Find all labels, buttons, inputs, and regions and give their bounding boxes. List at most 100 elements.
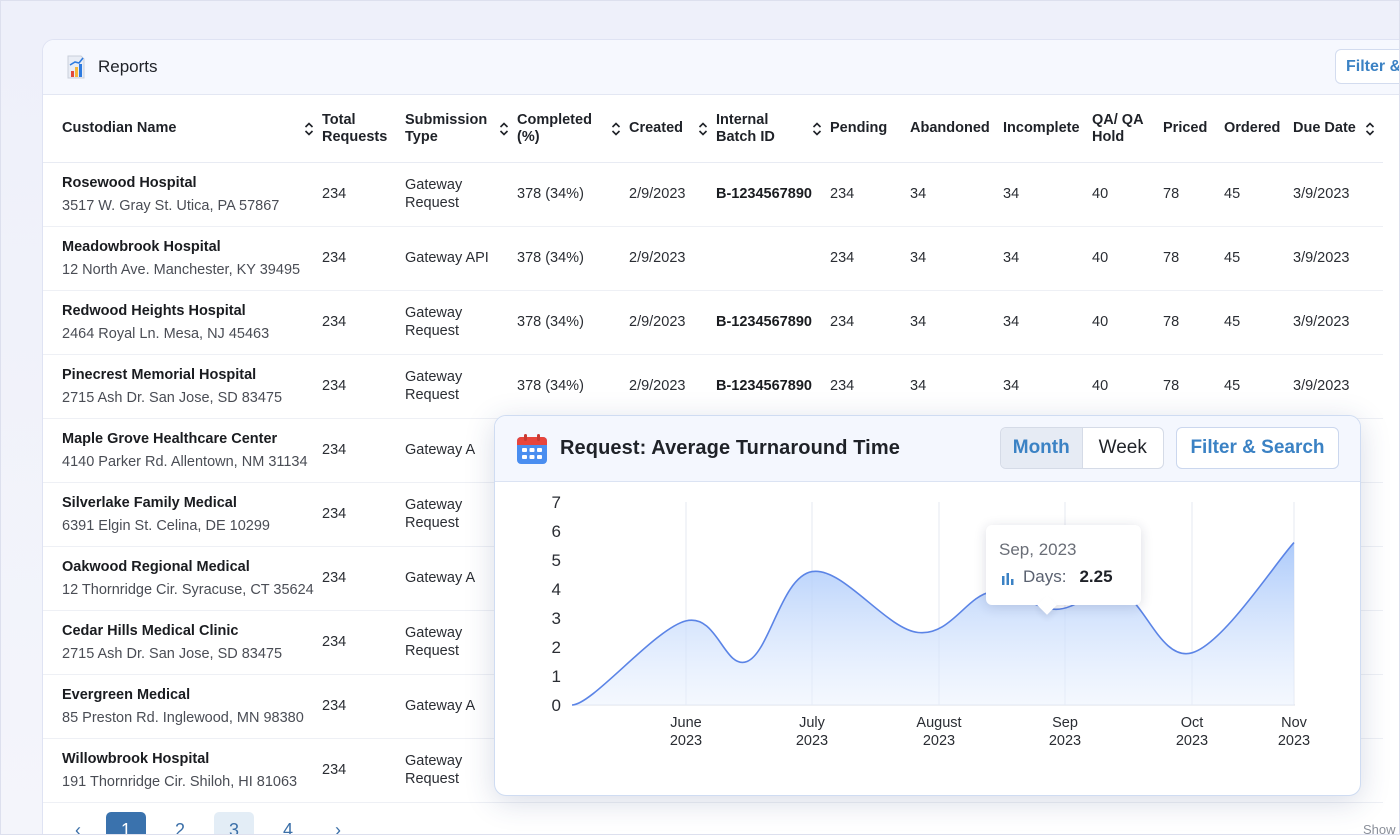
column-header-submission-type[interactable]: Submission Type (405, 96, 517, 163)
cell-created: 2/9/2023 (629, 226, 716, 291)
column-header-abandoned: Abandoned (910, 96, 1003, 163)
cell-ordered: 45 (1224, 162, 1293, 227)
y-tick-label: 6 (552, 522, 561, 541)
custodian-name: Silverlake Family Medical (62, 494, 237, 511)
page-1-button[interactable]: 1 (106, 812, 146, 835)
sort-icon[interactable] (304, 120, 314, 138)
column-header-label: QA/ QA Hold (1092, 111, 1144, 145)
cell-incomplete: 34 (1003, 162, 1092, 227)
column-header-custodian-name[interactable]: Custodian Name (43, 96, 322, 163)
custodian-name: Meadowbrook Hospital (62, 238, 221, 255)
cell-abandoned: 34 (910, 226, 1003, 291)
column-header-due-date[interactable]: Due Date (1293, 96, 1383, 163)
cell-qa-hold: 40 (1092, 226, 1163, 291)
cell-pending: 234 (830, 162, 910, 227)
x-tick-label: Nov 2023 (1278, 715, 1310, 749)
cell-abandoned: 34 (910, 354, 1003, 419)
custodian-cell: Rosewood Hospital 3517 W. Gray St. Utica,… (43, 162, 322, 227)
cell-pending: 234 (830, 226, 910, 291)
chart-tooltip: Sep, 2023 Days: 2.25 (986, 525, 1141, 605)
custodian-cell: Oakwood Regional Medical 12 Thornridge Ci… (43, 546, 322, 611)
column-header-label: Created (629, 120, 683, 137)
cell-internal-batch-id: B-1234567890 (716, 162, 830, 227)
custodian-name: Oakwood Regional Medical (62, 558, 250, 575)
cell-due-date: 3/9/2023 (1293, 162, 1383, 227)
chart-filter-search-button[interactable]: Filter & Search (1176, 427, 1339, 469)
cell-total-requests: 234 (322, 738, 405, 803)
chart-title: Request: Average Turnaround Time (560, 437, 900, 459)
column-header-pending: Pending (830, 96, 910, 163)
bar-chart-icon (1001, 570, 1015, 585)
column-header-label: Pending (830, 120, 888, 137)
table-row[interactable]: Rosewood Hospital 3517 W. Gray St. Utica,… (43, 162, 1383, 227)
custodian-name: Pinecrest Memorial Hospital (62, 366, 257, 383)
tooltip-label: Days: (1023, 567, 1067, 586)
y-tick-label: 7 (552, 493, 561, 512)
custodian-address: 12 Thornridge Cir. Syracuse, CT 35624 (62, 581, 314, 598)
custodian-address: 2464 Royal Ln. Mesa, NJ 45463 (62, 325, 270, 342)
cell-total-requests: 234 (322, 290, 405, 355)
tooltip-value: 2.25 (1079, 567, 1113, 586)
column-header-qa-hold: QA/ QA Hold (1092, 96, 1163, 163)
column-header-label: Internal Batch ID (716, 111, 775, 145)
column-header-completed[interactable]: Completed (%) (517, 96, 629, 163)
column-header-total-requests: Total Requests (322, 96, 405, 163)
cell-submission-type: Gateway Request (405, 290, 517, 355)
month-toggle-button[interactable]: Month (1001, 428, 1083, 468)
prev-page-button[interactable]: ‹ (75, 820, 81, 835)
sort-icon[interactable] (812, 120, 822, 138)
column-header-label: Priced (1163, 120, 1208, 137)
column-header-label: Total Requests (322, 111, 388, 145)
column-header-label: Abandoned (910, 120, 990, 137)
pagination: ‹ 1 2 3 4 › (43, 812, 443, 835)
tooltip-date: Sep, 2023 (999, 540, 1077, 559)
period-toggle: Month Week (1000, 427, 1164, 469)
next-page-button[interactable]: › (335, 820, 341, 835)
sort-icon[interactable] (1365, 120, 1375, 138)
column-header-ordered: Ordered (1224, 96, 1293, 163)
cell-internal-batch-id: B-1234567890 (716, 354, 830, 419)
column-header-created[interactable]: Created (629, 96, 716, 163)
cell-ordered: 45 (1224, 226, 1293, 291)
custodian-address: 6391 Elgin St. Celina, DE 10299 (62, 517, 270, 534)
cell-due-date: 3/9/2023 (1293, 226, 1383, 291)
sort-icon[interactable] (499, 120, 509, 138)
column-header-internal-batch-id[interactable]: Internal Batch ID (716, 96, 830, 163)
cell-total-requests: 234 (322, 482, 405, 547)
y-tick-label: 1 (552, 667, 561, 686)
tooltip-row: Days: 2.25 (1001, 567, 1113, 587)
custodian-cell: Willowbrook Hospital 191 Thornridge Cir. … (43, 738, 322, 803)
page-2-button[interactable]: 2 (174, 820, 185, 835)
y-tick-label: 5 (552, 551, 561, 570)
column-header-incomplete: Incomplete (1003, 96, 1092, 163)
column-header-label: Due Date (1293, 120, 1356, 137)
custodian-cell: Pinecrest Memorial Hospital 2715 Ash Dr. … (43, 354, 322, 419)
cell-incomplete: 34 (1003, 290, 1092, 355)
cell-total-requests: 234 (322, 418, 405, 483)
cell-ordered: 45 (1224, 290, 1293, 355)
table-row[interactable]: Pinecrest Memorial Hospital 2715 Ash Dr. … (43, 354, 1383, 419)
cell-created: 2/9/2023 (629, 162, 716, 227)
rows-per-page-label: Show (1363, 822, 1396, 835)
column-header-label: Incomplete (1003, 120, 1080, 137)
page-3-button[interactable]: 3 (214, 812, 254, 835)
custodian-address: 3517 W. Gray St. Utica, PA 57867 (62, 197, 280, 214)
x-tick-label: Sep 2023 (1049, 715, 1081, 749)
chart-panel-header: Request: Average Turnaround Time Month W… (495, 416, 1360, 482)
cell-priced: 78 (1163, 226, 1224, 291)
table-row[interactable]: Meadowbrook Hospital 12 North Ave. Manche… (43, 226, 1383, 291)
custodian-address: 12 North Ave. Manchester, KY 39495 (62, 261, 301, 278)
cell-internal-batch-id: B-1234567890 (716, 290, 830, 355)
sort-icon[interactable] (698, 120, 708, 138)
cell-total-requests: 234 (322, 226, 405, 291)
page-4-button[interactable]: 4 (282, 820, 293, 835)
sort-icon[interactable] (611, 120, 621, 138)
filter-search-button[interactable]: Filter & (1335, 49, 1400, 84)
y-tick-label: 2 (552, 638, 561, 657)
cell-priced: 78 (1163, 290, 1224, 355)
custodian-name: Evergreen Medical (62, 686, 191, 703)
table-row[interactable]: Redwood Heights Hospital 2464 Royal Ln. M… (43, 290, 1383, 355)
reports-header: Reports Filter & (43, 40, 1400, 95)
column-header-label: Custodian Name (62, 120, 177, 137)
week-toggle-button[interactable]: Week (1098, 437, 1147, 458)
